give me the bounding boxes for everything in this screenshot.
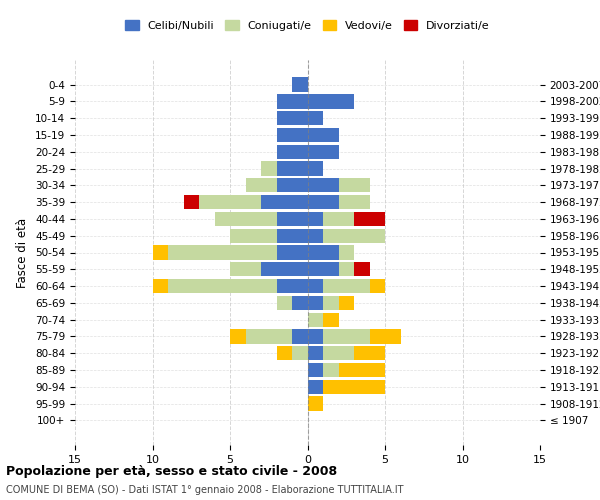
- Bar: [308, 246, 338, 260]
- Bar: [152, 279, 168, 293]
- Bar: [338, 246, 354, 260]
- Bar: [245, 178, 277, 192]
- Bar: [277, 178, 308, 192]
- Text: COMUNE DI BEMA (SO) - Dati ISTAT 1° gennaio 2008 - Elaborazione TUTTITALIA.IT: COMUNE DI BEMA (SO) - Dati ISTAT 1° genn…: [6, 485, 404, 495]
- Bar: [308, 162, 323, 175]
- Bar: [323, 212, 354, 226]
- Bar: [308, 296, 323, 310]
- Bar: [277, 296, 292, 310]
- Bar: [152, 246, 168, 260]
- Bar: [261, 262, 308, 276]
- Bar: [323, 296, 338, 310]
- Bar: [370, 330, 401, 344]
- Bar: [308, 228, 323, 243]
- Bar: [338, 363, 385, 377]
- Bar: [230, 262, 261, 276]
- Bar: [308, 262, 338, 276]
- Text: Popolazione per età, sesso e stato civile - 2008: Popolazione per età, sesso e stato civil…: [6, 465, 337, 478]
- Bar: [323, 330, 370, 344]
- Bar: [261, 162, 277, 175]
- Bar: [308, 380, 323, 394]
- Bar: [292, 78, 308, 92]
- Bar: [245, 330, 292, 344]
- Bar: [338, 178, 370, 192]
- Bar: [308, 279, 323, 293]
- Bar: [354, 262, 370, 276]
- Bar: [230, 228, 277, 243]
- Bar: [292, 296, 308, 310]
- Bar: [323, 380, 385, 394]
- Bar: [338, 195, 370, 210]
- Bar: [308, 346, 323, 360]
- Bar: [168, 246, 277, 260]
- Bar: [354, 212, 385, 226]
- Bar: [292, 330, 308, 344]
- Bar: [277, 212, 308, 226]
- Bar: [308, 144, 338, 159]
- Bar: [215, 212, 277, 226]
- Bar: [308, 330, 323, 344]
- Bar: [323, 228, 385, 243]
- Bar: [308, 312, 323, 327]
- Bar: [323, 279, 370, 293]
- Bar: [308, 178, 338, 192]
- Bar: [338, 262, 354, 276]
- Bar: [308, 94, 354, 108]
- Bar: [277, 246, 308, 260]
- Bar: [308, 195, 338, 210]
- Bar: [184, 195, 199, 210]
- Bar: [323, 346, 354, 360]
- Bar: [277, 144, 308, 159]
- Bar: [261, 195, 308, 210]
- Bar: [338, 296, 354, 310]
- Bar: [277, 346, 292, 360]
- Bar: [292, 346, 308, 360]
- Bar: [308, 128, 338, 142]
- Bar: [308, 111, 323, 126]
- Bar: [323, 312, 338, 327]
- Bar: [199, 195, 261, 210]
- Bar: [308, 396, 323, 410]
- Bar: [277, 228, 308, 243]
- Bar: [308, 363, 323, 377]
- Bar: [230, 330, 245, 344]
- Bar: [277, 279, 308, 293]
- Bar: [277, 128, 308, 142]
- Bar: [168, 279, 277, 293]
- Bar: [354, 346, 385, 360]
- Bar: [323, 363, 338, 377]
- Bar: [370, 279, 385, 293]
- Bar: [277, 111, 308, 126]
- Y-axis label: Fasce di età: Fasce di età: [16, 218, 29, 288]
- Bar: [308, 212, 323, 226]
- Bar: [277, 162, 308, 175]
- Legend: Celibi/Nubili, Coniugati/e, Vedovi/e, Divorziati/e: Celibi/Nubili, Coniugati/e, Vedovi/e, Di…: [121, 16, 494, 35]
- Bar: [277, 94, 308, 108]
